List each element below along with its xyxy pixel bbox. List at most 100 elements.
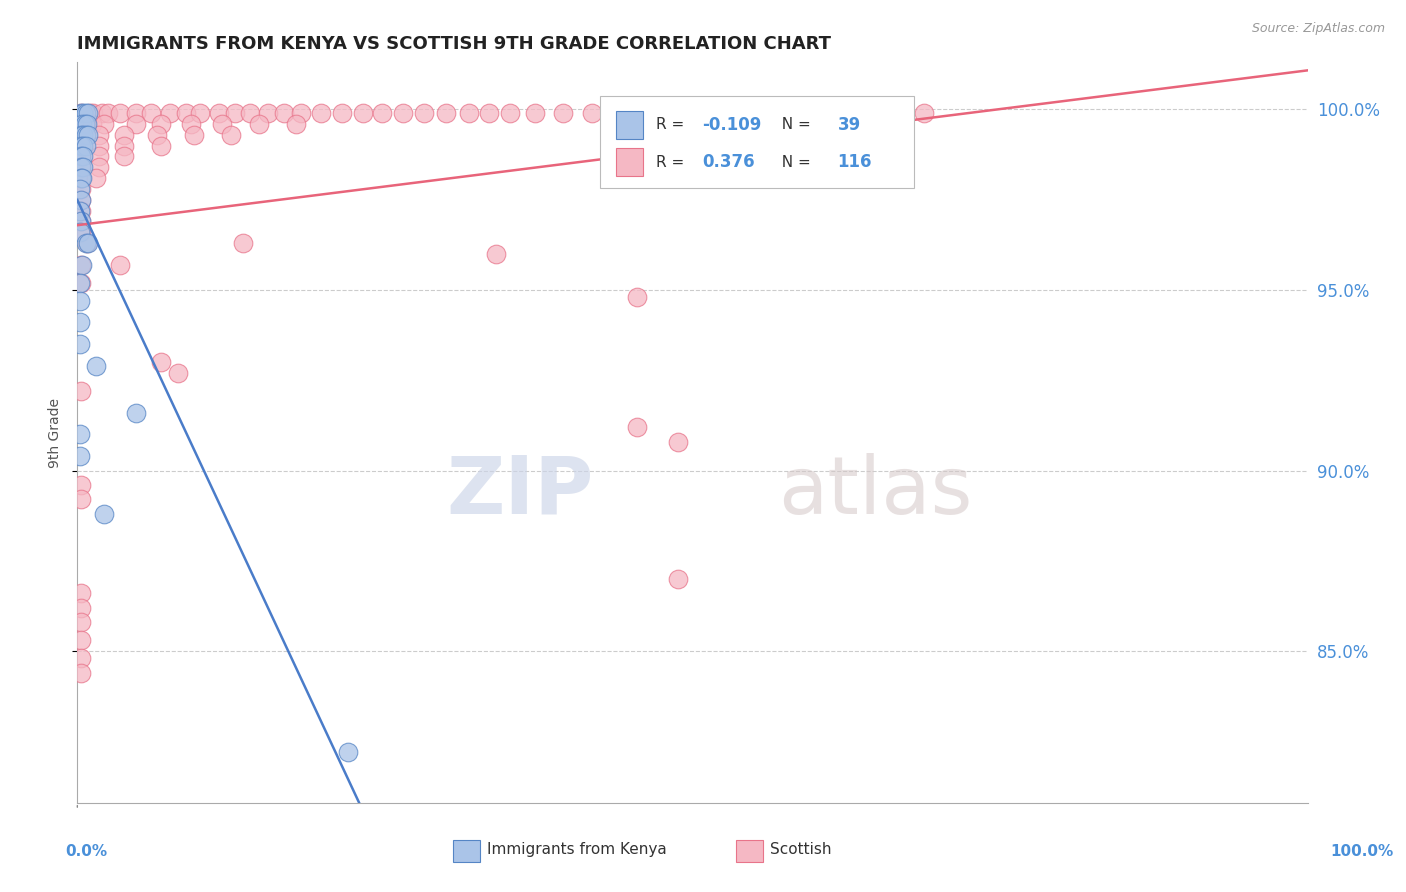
Point xyxy=(69,427,91,442)
Text: ZIP: ZIP xyxy=(447,453,595,531)
Point xyxy=(112,138,135,153)
Point xyxy=(89,149,111,163)
Point xyxy=(125,117,148,131)
Point xyxy=(79,106,101,120)
Point xyxy=(110,258,132,272)
Point xyxy=(330,106,353,120)
Point xyxy=(82,106,104,120)
Point xyxy=(150,355,173,369)
Point xyxy=(70,615,93,630)
Point xyxy=(159,106,181,120)
Point xyxy=(211,117,233,131)
Point xyxy=(337,745,360,759)
Point xyxy=(224,106,246,120)
Text: 0.0%: 0.0% xyxy=(65,844,107,858)
Point xyxy=(70,203,93,218)
Point xyxy=(872,106,894,120)
Point xyxy=(97,106,120,120)
Point xyxy=(112,128,135,142)
Point xyxy=(70,193,93,207)
Text: Source: ZipAtlas.com: Source: ZipAtlas.com xyxy=(1251,22,1385,36)
Point xyxy=(70,171,93,186)
Point xyxy=(174,106,197,120)
Point xyxy=(70,225,93,239)
Point xyxy=(112,149,135,163)
Text: Immigrants from Kenya: Immigrants from Kenya xyxy=(486,842,666,857)
Point xyxy=(69,225,91,239)
Point xyxy=(89,160,111,174)
Point xyxy=(70,276,93,290)
Point xyxy=(70,128,93,142)
Point xyxy=(72,160,94,174)
Point xyxy=(70,117,93,131)
Text: Scottish: Scottish xyxy=(770,842,831,857)
Point xyxy=(69,449,91,463)
Point xyxy=(249,117,271,131)
Point xyxy=(72,128,94,142)
Point xyxy=(84,171,107,186)
Point xyxy=(89,138,111,153)
Bar xyxy=(735,840,762,862)
Text: atlas: atlas xyxy=(779,453,973,531)
Point xyxy=(581,106,603,120)
Point xyxy=(110,106,132,120)
Point xyxy=(70,214,93,228)
Point xyxy=(77,128,100,142)
Point xyxy=(232,235,254,250)
Point xyxy=(666,434,689,449)
Point xyxy=(666,106,689,120)
Point xyxy=(70,258,93,272)
Point xyxy=(150,117,173,131)
Point xyxy=(553,106,575,120)
Text: R =: R = xyxy=(655,155,689,169)
Point xyxy=(93,507,115,521)
Point xyxy=(70,214,93,228)
Point xyxy=(392,106,415,120)
Text: N =: N = xyxy=(772,117,815,132)
Point xyxy=(70,138,93,153)
Point xyxy=(150,138,173,153)
Point xyxy=(188,106,212,120)
Point xyxy=(70,138,93,153)
Point xyxy=(70,651,93,665)
Point xyxy=(70,182,93,196)
Point xyxy=(499,106,522,120)
Point xyxy=(666,572,689,586)
Point xyxy=(75,106,97,120)
Point xyxy=(70,633,93,648)
Point xyxy=(638,106,661,120)
Point xyxy=(912,106,935,120)
Point xyxy=(478,106,501,120)
Bar xyxy=(616,111,644,138)
Point xyxy=(70,600,93,615)
Point xyxy=(765,106,787,120)
Text: 0.376: 0.376 xyxy=(703,153,755,171)
Point xyxy=(436,106,458,120)
Point xyxy=(70,384,93,398)
Point xyxy=(607,106,630,120)
Point xyxy=(125,406,148,420)
Point xyxy=(257,106,280,120)
Point xyxy=(146,128,169,142)
Point xyxy=(77,106,100,120)
Point xyxy=(70,149,93,163)
Point xyxy=(125,106,148,120)
Point xyxy=(69,293,91,308)
Point xyxy=(141,106,163,120)
Point xyxy=(167,366,190,380)
Point xyxy=(70,160,93,174)
Point xyxy=(733,106,755,120)
Point xyxy=(70,193,93,207)
Text: R =: R = xyxy=(655,117,689,132)
Point xyxy=(69,276,91,290)
Point xyxy=(72,138,94,153)
Point xyxy=(89,128,111,142)
Point xyxy=(626,290,648,304)
Text: N =: N = xyxy=(772,155,815,169)
Point xyxy=(799,106,821,120)
Point xyxy=(70,149,93,163)
Point xyxy=(70,478,93,492)
Text: 116: 116 xyxy=(838,153,872,171)
Point xyxy=(219,128,242,142)
Point xyxy=(75,128,97,142)
